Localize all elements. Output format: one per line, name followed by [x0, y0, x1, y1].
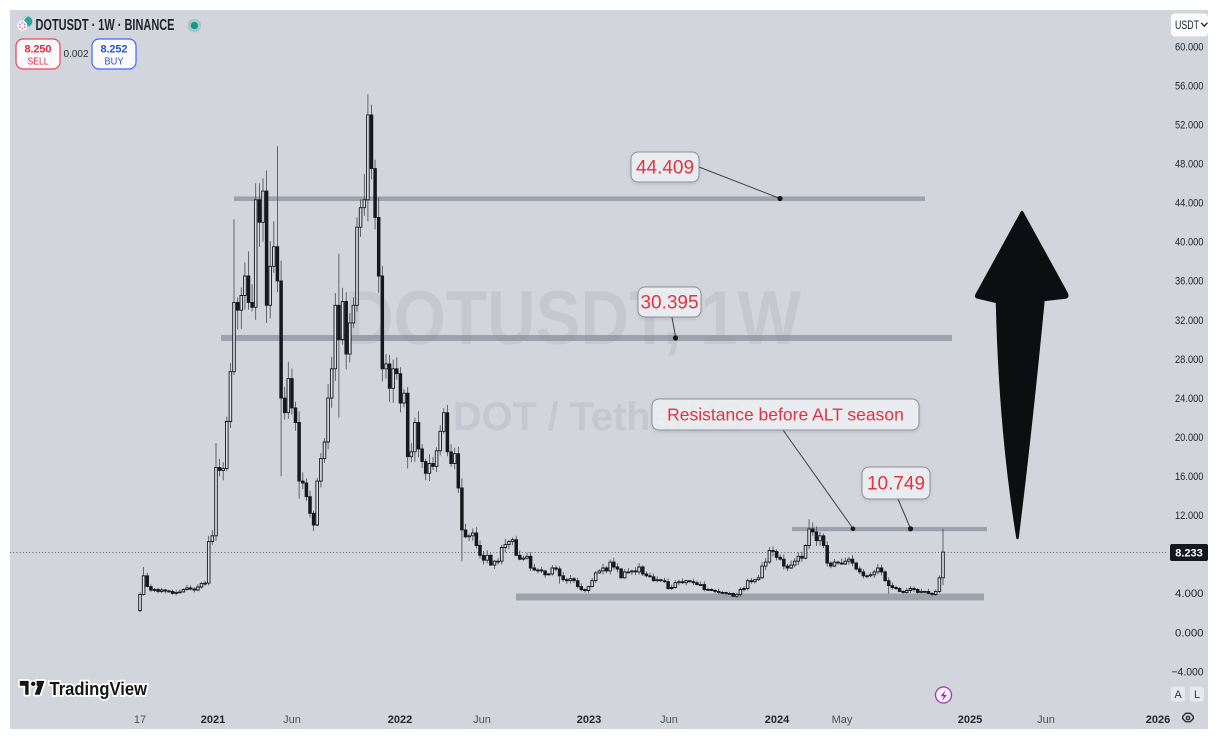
svg-text:0.002: 0.002	[63, 49, 88, 60]
svg-text:TradingView: TradingView	[50, 678, 148, 699]
svg-text:24.000: 24.000	[1175, 393, 1204, 405]
svg-text:Jun: Jun	[473, 714, 491, 726]
svg-text:16.000: 16.000	[1175, 471, 1204, 483]
svg-text:DOTUSDT, 1W: DOTUSDT, 1W	[345, 276, 801, 361]
svg-text:44.000: 44.000	[1175, 198, 1204, 210]
svg-text:USDT: USDT	[1175, 20, 1199, 32]
svg-text:10.749: 10.749	[867, 474, 925, 495]
svg-text:2026: 2026	[1146, 714, 1170, 726]
svg-text:Jun: Jun	[283, 714, 301, 726]
svg-text:SELL: SELL	[28, 57, 49, 68]
svg-text:2022: 2022	[388, 714, 412, 726]
svg-text:32.000: 32.000	[1175, 315, 1204, 327]
svg-text:4.000: 4.000	[1175, 588, 1204, 600]
svg-text:8.252: 8.252	[101, 44, 128, 56]
svg-text:60.000: 60.000	[1175, 41, 1204, 53]
svg-text:28.000: 28.000	[1175, 354, 1204, 366]
svg-text:12.000: 12.000	[1175, 510, 1204, 522]
svg-text:48.000: 48.000	[1175, 159, 1204, 171]
svg-text:0.000: 0.000	[1175, 627, 1204, 639]
svg-text:A: A	[1174, 689, 1182, 701]
svg-text:DOTUSDT · 1W · BINANCE: DOTUSDT · 1W · BINANCE	[36, 17, 175, 34]
svg-text:44.409: 44.409	[636, 158, 694, 179]
svg-text:40.000: 40.000	[1175, 237, 1204, 249]
svg-text:Resistance before ALT season: Resistance before ALT season	[667, 405, 904, 425]
svg-text:17: 17	[134, 714, 146, 726]
svg-text:30.395: 30.395	[640, 293, 698, 314]
svg-text:−4.000: −4.000	[1172, 666, 1204, 678]
svg-text:2023: 2023	[577, 714, 601, 726]
svg-text:20.000: 20.000	[1175, 432, 1204, 444]
svg-text:Jun: Jun	[1037, 714, 1055, 726]
svg-text:2021: 2021	[201, 714, 225, 726]
svg-text:L: L	[1194, 689, 1200, 701]
svg-text:56.000: 56.000	[1175, 80, 1204, 92]
svg-text:2025: 2025	[958, 714, 982, 726]
svg-text:8.250: 8.250	[25, 44, 52, 56]
svg-text:May: May	[832, 714, 853, 726]
svg-text:8.233: 8.233	[1175, 548, 1203, 560]
svg-text:Jun: Jun	[660, 714, 678, 726]
svg-text:2024: 2024	[765, 714, 790, 726]
svg-text:52.000: 52.000	[1175, 119, 1204, 131]
svg-text:36.000: 36.000	[1175, 276, 1204, 288]
svg-text:BUY: BUY	[105, 57, 124, 68]
